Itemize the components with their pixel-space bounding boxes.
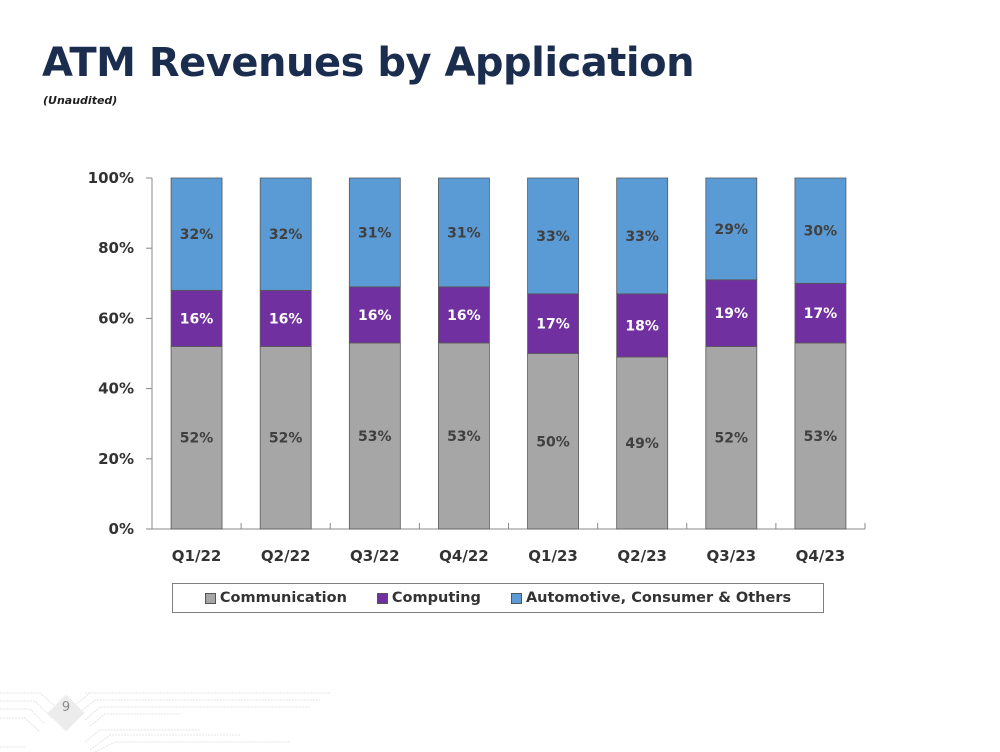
data-label: 16% <box>358 308 392 324</box>
y-tick-label: 60% <box>98 309 134 327</box>
page-title: ATM Revenues by Application <box>42 40 695 86</box>
x-tick-label: Q3/23 <box>707 547 757 565</box>
y-tick-label: 0% <box>109 520 134 538</box>
circuit-decoration <box>0 692 330 752</box>
chart-legend: Communication Computing Automotive, Consum… <box>172 583 824 613</box>
data-label: 32% <box>180 227 214 243</box>
data-label: 52% <box>715 431 749 447</box>
bar-segment-computing <box>616 293 669 358</box>
data-label: 52% <box>269 431 303 447</box>
legend-item: Computing <box>376 590 481 606</box>
bar-segment-computing <box>438 286 490 344</box>
bar-segment-communication <box>438 342 490 530</box>
legend-swatch <box>376 592 388 604</box>
bar-segment-automotive-consumer-others <box>259 177 312 291</box>
data-label: 16% <box>447 308 481 324</box>
bar-segment-automotive-consumer-others <box>705 177 758 281</box>
x-tick-label: Q4/22 <box>439 547 489 565</box>
legend-label: Communication <box>219 590 347 606</box>
bar-segment-automotive-consumer-others <box>616 177 669 295</box>
x-tick-label: Q3/22 <box>350 547 400 565</box>
bar-segment-communication <box>616 356 669 530</box>
bar-segment-communication <box>794 342 847 530</box>
bar-segment-automotive-consumer-others <box>438 177 490 288</box>
legend-swatch <box>204 592 216 604</box>
x-tick-label: Q4/23 <box>796 547 846 565</box>
bar-segment-computing <box>259 289 312 347</box>
page-number: 9 <box>61 700 71 715</box>
data-label: 30% <box>804 224 838 240</box>
data-label: 18% <box>625 318 659 334</box>
bar-segment-automotive-consumer-others <box>527 177 579 295</box>
x-tick-label: Q1/22 <box>172 547 222 565</box>
bar-segment-computing <box>348 286 401 344</box>
data-label: 17% <box>536 317 570 333</box>
data-label: 17% <box>804 306 838 322</box>
x-tick-label: Q2/22 <box>261 547 311 565</box>
data-label: 16% <box>180 311 214 327</box>
stacked-bar-chart: 0% 20% 40% 60% 80% 100% 52% 16% 32% Q1/22 52% 16% 32… <box>88 169 866 565</box>
bar-segment-computing <box>794 282 847 344</box>
data-label: 31% <box>447 225 481 241</box>
legend-label: Automotive, Consumer & Others <box>525 590 792 606</box>
data-label: 29% <box>715 222 749 238</box>
page-subtitle: (Unaudited) <box>43 94 118 107</box>
y-tick-label: 100% <box>88 169 134 187</box>
bar-segment-communication <box>705 346 758 530</box>
data-label: 32% <box>269 227 303 243</box>
legend-label: Computing <box>391 590 481 606</box>
data-label: 33% <box>536 229 570 245</box>
bar-segment-automotive-consumer-others <box>170 177 223 291</box>
y-tick-label: 20% <box>98 450 134 468</box>
data-label: 53% <box>358 429 392 445</box>
y-tick-label: 80% <box>98 239 134 257</box>
data-label: 53% <box>447 429 481 445</box>
bar-segment-automotive-consumer-others <box>794 177 847 284</box>
data-label: 49% <box>625 436 659 452</box>
x-tick-label: Q2/23 <box>617 547 667 565</box>
data-label: 33% <box>625 229 659 245</box>
data-label: 16% <box>269 311 303 327</box>
data-label: 53% <box>804 429 838 445</box>
y-tick-label: 40% <box>98 380 134 398</box>
bar-segment-automotive-consumer-others <box>348 177 401 288</box>
bar-segment-communication <box>527 353 579 530</box>
legend-item: Communication <box>204 590 347 606</box>
x-tick-label: Q1/23 <box>528 547 578 565</box>
bar-segment-communication <box>259 346 312 530</box>
data-label: 19% <box>715 306 749 322</box>
bar-segment-computing <box>527 293 579 354</box>
data-label: 50% <box>536 434 570 450</box>
data-label: 31% <box>358 225 392 241</box>
data-label: 52% <box>180 431 214 447</box>
bar-segment-computing <box>705 279 758 347</box>
legend-swatch <box>510 592 522 604</box>
legend-item: Automotive, Consumer & Others <box>510 590 792 606</box>
